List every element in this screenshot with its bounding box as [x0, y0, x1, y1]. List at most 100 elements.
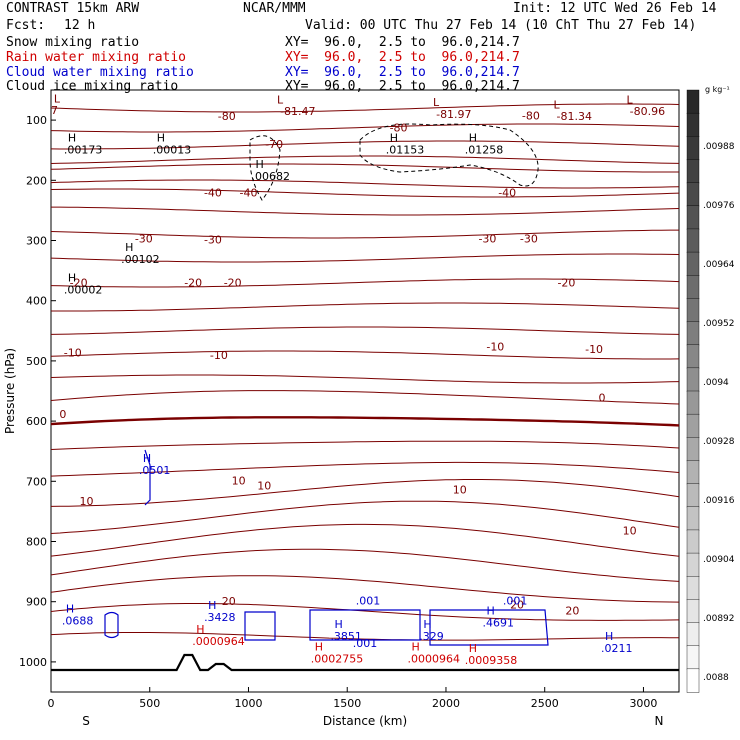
high-label: H — [66, 603, 74, 616]
temperature-contour — [50, 632, 679, 641]
temperature-label: 10 — [257, 480, 271, 493]
low-label: L — [553, 98, 560, 111]
x-tick-label: 2000 — [432, 697, 460, 710]
cloud-water-label: .001 — [503, 594, 528, 607]
field-snow-xy: XY= 96.0, 2.5 to 96.0,214.7 — [285, 35, 520, 50]
contour-labels: -80 -80 -80 -70 -40 -40 -40 -30 -30 -30 -30 -20 -20 -… — [51, 92, 665, 666]
cloud-water-contour — [309, 609, 421, 641]
y-tick-label: 400 — [26, 295, 47, 308]
cloud-water-contour — [144, 449, 151, 506]
temperature-label: -80 — [522, 109, 540, 122]
high-label: H — [196, 623, 204, 636]
temperature-contour — [50, 103, 680, 113]
high-value: .0501 — [139, 464, 171, 477]
high-value: .01153 — [386, 143, 425, 156]
high-value: .0002755 — [311, 653, 364, 666]
high-label: H — [68, 272, 76, 285]
high-label: H — [143, 452, 151, 465]
temperature-contour — [50, 123, 680, 133]
colorbar-step — [686, 645, 700, 670]
temperature-label: -80 — [390, 121, 408, 134]
colorbar-label: .00976 — [703, 201, 735, 211]
colorbar-label: .00928 — [703, 437, 735, 447]
colorbar-step — [686, 228, 700, 253]
colorbar-label: .0094 — [703, 378, 729, 388]
high-value: .3851 — [330, 630, 362, 643]
x-axis-label: Distance (km) — [323, 714, 407, 728]
temperature-contour — [50, 188, 680, 198]
low-value: -80.96 — [630, 105, 665, 118]
temperature-label: 0 — [59, 408, 66, 421]
colorbar-step — [686, 413, 700, 439]
temperature-label: 20 — [510, 599, 524, 612]
colorbar-step — [686, 275, 700, 300]
colorbar-label: .00988 — [703, 142, 735, 152]
high-label: H — [208, 599, 216, 612]
temperature-contour — [50, 440, 680, 450]
temperature-contours — [50, 103, 680, 641]
colorbar-step — [686, 622, 700, 647]
colorbar-step — [686, 205, 700, 230]
cloud-water-label: .001 — [353, 637, 378, 650]
high-value: .0211 — [601, 642, 633, 655]
temperature-contour — [50, 326, 680, 335]
temperature-contour — [50, 350, 680, 360]
colorbar-step — [686, 460, 700, 485]
cloud-ice-contours — [249, 123, 539, 201]
high-value: .00102 — [121, 253, 160, 266]
high-label: H — [68, 131, 76, 144]
high-value: .0009358 — [465, 654, 518, 667]
temperature-contour — [50, 523, 680, 557]
colorbar-unit: g kg⁻¹ — [705, 85, 730, 94]
high-value: .3428 — [204, 611, 236, 624]
temperature-label: -20 — [70, 277, 88, 290]
temperature-label: 0 — [598, 392, 605, 405]
plot-frame — [50, 89, 680, 693]
temperature-label: -80 — [218, 110, 236, 123]
temperature-contour — [50, 548, 680, 582]
low-value: -81.97 — [436, 108, 471, 121]
high-label: H — [487, 605, 495, 618]
low-label: L — [627, 94, 634, 107]
colorbar-step — [686, 159, 700, 184]
temperature-label: -20 — [224, 277, 242, 290]
colorbar-label: .00916 — [703, 496, 735, 506]
temperature-contour — [50, 278, 680, 288]
axes: 0 500 1000 1500 2000 2500 30001002003004005006… — [19, 114, 657, 710]
temperature-label: -30 — [135, 233, 153, 246]
x-tick-label: 1000 — [234, 697, 262, 710]
colorbar-step — [686, 599, 700, 624]
field-rain-name: Rain water mixing ratio — [6, 50, 187, 65]
field-rain-xy: XY= 96.0, 2.5 to 96.0,214.7 — [285, 50, 520, 65]
forecast-hour: 12 h — [64, 18, 96, 33]
temperature-label: 10 — [623, 525, 637, 538]
high-label: H — [469, 131, 477, 144]
high-label: H — [334, 618, 342, 631]
temperature-label: 10 — [453, 484, 467, 497]
terrain-line — [51, 653, 679, 672]
low-label: L — [277, 94, 284, 107]
cloud-water-contour — [104, 611, 119, 639]
model-title: CONTRAST 15km ARW — [6, 1, 140, 16]
y-tick-label: 800 — [26, 536, 47, 549]
colorbar-step — [686, 483, 700, 508]
y-axis-label: Pressure (hPa) — [3, 348, 17, 434]
y-tick-label: 300 — [26, 235, 47, 248]
low-value: -81.47 — [280, 105, 315, 118]
high-label: H — [157, 131, 165, 144]
x-right-end-label: N — [655, 714, 664, 728]
colorbar-label: .00904 — [703, 555, 735, 565]
high-value: .00002 — [64, 284, 103, 297]
valid-time: Valid: 00 UTC Thu 27 Feb 14 (10 ChT Thu … — [305, 18, 697, 33]
low-value: 7 — [51, 104, 58, 117]
colorbar-step — [686, 251, 700, 276]
temperature-label: -10 — [64, 346, 82, 359]
high-value: .329 — [419, 630, 444, 643]
x-tick-label: 500 — [139, 697, 160, 710]
temperature-contour — [50, 500, 680, 534]
y-tick-label: 1000 — [19, 656, 47, 669]
temperature-contour — [50, 575, 680, 603]
temperature-label: -20 — [184, 277, 202, 290]
high-value: .00682 — [251, 170, 289, 183]
